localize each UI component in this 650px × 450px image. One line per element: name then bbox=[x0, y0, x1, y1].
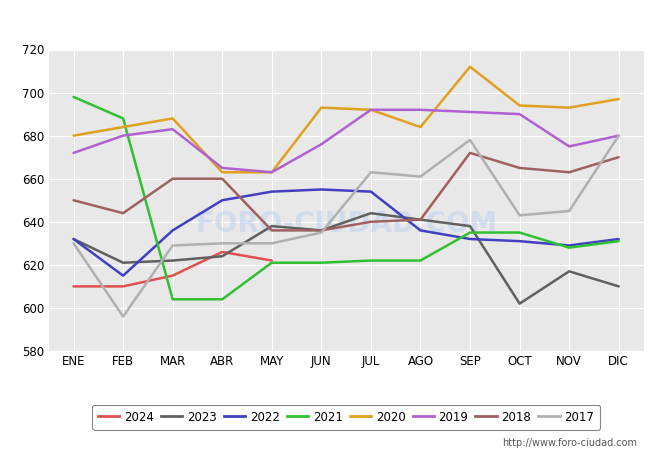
Text: http://www.foro-ciudad.com: http://www.foro-ciudad.com bbox=[502, 438, 637, 448]
Legend: 2024, 2023, 2022, 2021, 2020, 2019, 2018, 2017: 2024, 2023, 2022, 2021, 2020, 2019, 2018… bbox=[92, 405, 600, 429]
Text: Afiliados en Valdilecha a 31/5/2024: Afiliados en Valdilecha a 31/5/2024 bbox=[179, 11, 471, 29]
Text: FORO-CIUDAD.COM: FORO-CIUDAD.COM bbox=[195, 210, 497, 238]
